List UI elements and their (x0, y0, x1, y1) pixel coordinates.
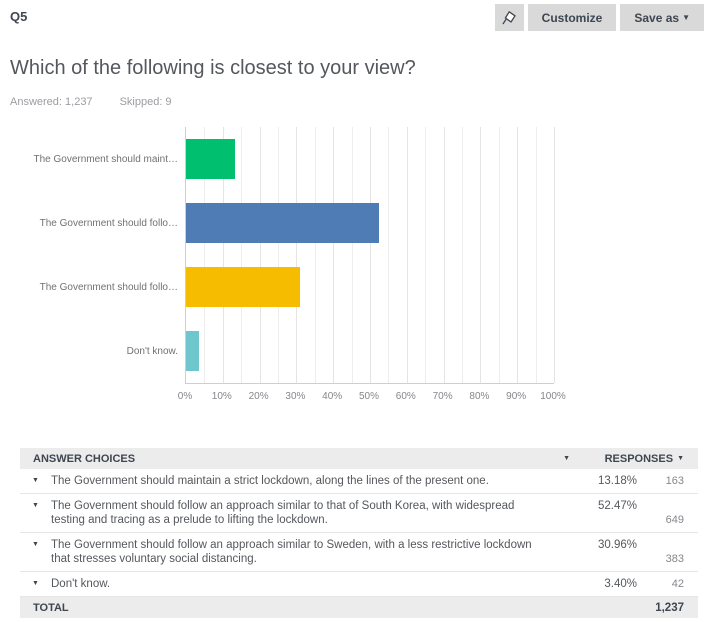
toolbar: Customize Save as ▼ (494, 4, 704, 31)
row-expand-caret-icon[interactable]: ▼ (32, 477, 39, 484)
gridline (480, 127, 482, 383)
row-expand-caret-icon[interactable]: ▼ (32, 580, 39, 587)
response-percent: 3.40% (604, 578, 637, 590)
customize-button[interactable]: Customize (527, 4, 617, 31)
bar-chart: The Government should maint… The Governme… (0, 127, 714, 412)
x-axis-tick-label: 30% (285, 391, 306, 402)
response-count: 163 (665, 475, 684, 487)
save-as-button[interactable]: Save as ▼ (620, 4, 704, 31)
gridline (517, 127, 519, 383)
response-percent: 30.96% (597, 539, 637, 551)
answer-text: The Government should maintain a strict … (51, 475, 489, 487)
table-header: ANSWER CHOICES ▼ RESPONSES ▼ (20, 448, 698, 469)
gridline (296, 127, 298, 383)
gridline (314, 127, 316, 383)
gridline (535, 127, 537, 383)
table-body: ▼ The Government should maintain a strict… (20, 469, 698, 597)
response-percent: 52.47% (597, 500, 637, 512)
response-count: 383 (665, 553, 684, 565)
gridline (241, 127, 243, 383)
gridline (278, 127, 279, 383)
x-axis-tick-label: 80% (469, 391, 490, 402)
gridline (370, 127, 371, 383)
results-table: ANSWER CHOICES ▼ RESPONSES ▼ ▼ The Govern… (20, 448, 698, 618)
response-percent: 13.18% (597, 475, 637, 487)
response-meta: Answered: 1,237 Skipped: 9 (10, 96, 172, 108)
question-number: Q5 (10, 9, 28, 24)
gridline (554, 127, 555, 383)
row-expand-caret-icon[interactable]: ▼ (32, 502, 39, 509)
bar-category-label: The Government should follo… (39, 281, 178, 293)
answered-count: Answered: 1,237 (10, 96, 93, 108)
skipped-count: Skipped: 9 (119, 96, 172, 108)
responses-sort-caret-icon: ▼ (677, 455, 684, 462)
save-as-label: Save as (634, 10, 680, 25)
bar-category-label: The Government should maint… (33, 153, 178, 165)
gridline (259, 127, 261, 383)
total-count: 1,237 (655, 601, 684, 614)
gridline (204, 127, 206, 383)
gridline (388, 127, 390, 383)
bar-segment (186, 203, 380, 243)
responses-header[interactable]: RESPONSES ▼ (604, 452, 684, 465)
table-row: ▼ The Government should follow an approac… (20, 533, 698, 572)
bar-segment (186, 267, 300, 307)
gridline (443, 127, 445, 383)
answer-text: The Government should follow an approach… (51, 500, 515, 526)
answer-text: Don't know. (51, 578, 111, 590)
gridline (333, 127, 335, 383)
gridline (462, 127, 463, 383)
table-row: ▼ Don't know. 3.40% 42 (20, 572, 698, 597)
page-title: Which of the following is closest to you… (10, 57, 416, 79)
table-total-row: TOTAL 1,237 (20, 597, 698, 618)
x-axis-tick-label: 50% (358, 391, 380, 402)
x-axis-tick-label: 0% (177, 391, 193, 402)
x-axis-tick-label: 60% (395, 391, 416, 402)
response-count: 649 (665, 514, 684, 526)
chevron-down-icon: ▼ (682, 13, 690, 22)
table-row: ▼ The Government should maintain a strict… (20, 469, 698, 494)
bar-category-label: Don't know. (126, 345, 178, 357)
answer-text: The Government should follow an approach… (51, 539, 532, 565)
x-axis-tick-label: 100% (540, 391, 566, 402)
bar-segment (186, 331, 199, 371)
x-axis-tick-label: 20% (248, 391, 269, 402)
total-label: TOTAL (33, 601, 69, 614)
x-axis-tick-label: 70% (432, 391, 453, 402)
answer-sort-caret-icon[interactable]: ▼ (563, 455, 570, 462)
table-row: ▼ The Government should follow an approac… (20, 494, 698, 533)
gridline (425, 127, 427, 383)
chart-plot (185, 127, 555, 384)
answer-choices-header: ANSWER CHOICES (33, 452, 136, 465)
bar-category-label: The Government should follo… (39, 217, 178, 229)
gridline (222, 127, 224, 383)
x-axis-tick-label: 40% (322, 391, 343, 402)
x-axis-tick-label: 90% (506, 391, 527, 402)
bar-segment (186, 139, 235, 179)
tag-icon (501, 10, 517, 26)
x-axis-ticks: 0% 10% 20% 30% 40% 50% 60% 70% 80% 90% 100% (178, 391, 566, 405)
tag-button[interactable] (494, 4, 524, 31)
gridline (498, 127, 500, 383)
row-expand-caret-icon[interactable]: ▼ (32, 541, 39, 548)
response-count: 42 (671, 578, 684, 590)
gridline (351, 127, 353, 383)
x-axis-tick-label: 10% (211, 391, 232, 402)
gridline (406, 127, 408, 383)
